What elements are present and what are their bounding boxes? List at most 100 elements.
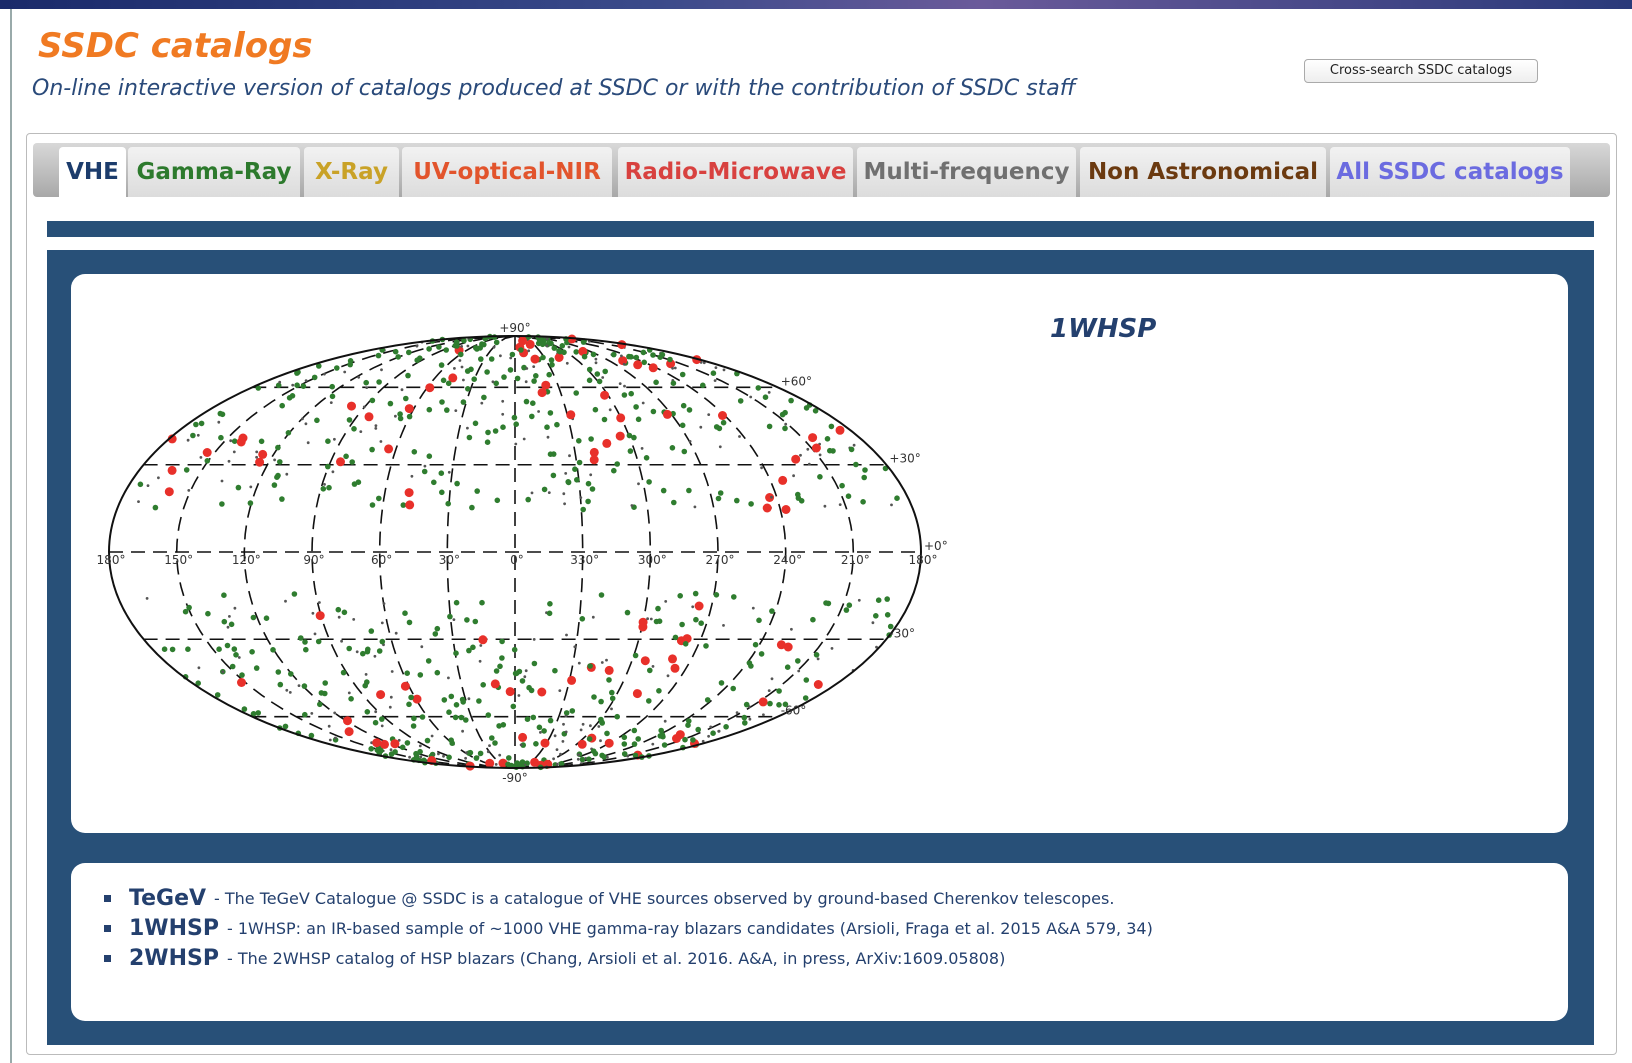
source-dot	[196, 433, 200, 437]
tab[interactable]: Radio-Microwave	[618, 147, 853, 197]
source-dot	[505, 761, 511, 768]
source-dot	[374, 424, 378, 427]
source-dot	[394, 631, 398, 635]
source-dot	[250, 614, 257, 621]
source-dot	[397, 738, 401, 742]
source-dot	[537, 687, 547, 697]
tab[interactable]: Non Astronomical	[1080, 147, 1326, 197]
tab[interactable]: Multi-frequency	[857, 147, 1076, 197]
catalog-name[interactable]: TeGeV	[129, 886, 207, 911]
source-dot	[488, 744, 491, 747]
tab[interactable]: UV-optical-NIR	[402, 147, 612, 197]
source-dot	[668, 654, 677, 664]
source-dot	[857, 598, 861, 602]
source-dot	[651, 665, 655, 668]
source-dot	[258, 449, 268, 459]
source-dot	[776, 702, 782, 708]
cross-search-button[interactable]: Cross-search SSDC catalogs	[1304, 59, 1538, 83]
source-dot	[294, 382, 300, 388]
source-dot	[529, 413, 535, 420]
source-dot	[524, 669, 528, 673]
source-dot	[756, 617, 762, 624]
source-dot	[602, 368, 608, 375]
bullet	[104, 955, 111, 962]
map-label: 240°	[773, 553, 802, 567]
source-dot	[574, 477, 580, 483]
source-dot	[510, 703, 517, 710]
catalog-name[interactable]: 1WHSP	[129, 916, 219, 941]
source-dot	[235, 484, 242, 491]
source-dot	[467, 697, 471, 701]
source-dot	[852, 443, 856, 447]
source-dot	[493, 380, 500, 387]
source-dot	[838, 503, 842, 506]
source-dot	[722, 368, 726, 372]
source-dot	[480, 401, 484, 405]
source-dot	[566, 410, 576, 420]
source-dot	[555, 762, 559, 766]
source-dot	[563, 502, 566, 506]
meridian	[446, 335, 516, 769]
meridian	[514, 335, 787, 769]
source-dot	[238, 433, 248, 443]
source-dot	[388, 705, 392, 709]
source-dot	[626, 754, 630, 758]
source-dot	[600, 390, 610, 400]
tab[interactable]: All SSDC catalogs	[1330, 147, 1570, 197]
source-dot	[591, 615, 595, 619]
page-title: SSDC catalogs	[38, 26, 313, 66]
source-dot	[586, 756, 592, 762]
source-dot	[406, 413, 413, 420]
source-dot	[599, 739, 602, 743]
source-dot	[541, 486, 548, 493]
source-dot	[540, 354, 546, 361]
source-dot	[813, 680, 823, 689]
source-dot	[167, 465, 177, 475]
source-dot	[790, 627, 793, 631]
source-dot	[346, 417, 353, 423]
source-dot	[530, 757, 540, 767]
source-dot	[563, 710, 570, 716]
source-dot	[846, 602, 853, 608]
source-dot	[226, 625, 230, 629]
source-dot	[298, 635, 304, 641]
source-dot	[589, 724, 592, 728]
source-dot	[320, 486, 327, 492]
source-dot	[887, 623, 894, 630]
source-dot	[329, 393, 336, 400]
source-dot	[565, 361, 569, 365]
source-dot	[890, 503, 893, 507]
source-dot	[572, 466, 578, 472]
source-dot	[742, 720, 748, 726]
tab[interactable]: Gamma-Ray	[128, 147, 300, 197]
source-dot	[137, 500, 140, 503]
source-dot	[485, 758, 495, 768]
source-dot	[631, 434, 637, 441]
source-dot	[486, 750, 490, 754]
source-dot	[274, 474, 280, 480]
source-dot	[795, 495, 802, 501]
source-dot	[795, 658, 801, 664]
catalog-name[interactable]: 2WHSP	[129, 946, 219, 971]
source-dot	[818, 453, 822, 457]
source-dot	[784, 422, 788, 426]
source-dot	[157, 476, 160, 480]
source-dot	[255, 457, 265, 467]
map-label: 120°	[232, 553, 261, 567]
source-dot	[479, 644, 483, 647]
source-dot	[481, 341, 487, 348]
source-dot	[655, 605, 661, 612]
source-dot	[552, 757, 555, 761]
source-dot	[466, 426, 469, 430]
tab[interactable]: X-Ray	[304, 147, 399, 197]
tab[interactable]: VHE	[59, 147, 126, 197]
source-dot	[827, 447, 833, 454]
source-dot	[692, 590, 699, 597]
bullet	[104, 925, 111, 932]
source-dot	[539, 731, 542, 734]
source-dot	[635, 736, 641, 742]
source-dot	[221, 670, 225, 674]
source-dot	[762, 713, 765, 717]
source-dot	[586, 377, 593, 384]
